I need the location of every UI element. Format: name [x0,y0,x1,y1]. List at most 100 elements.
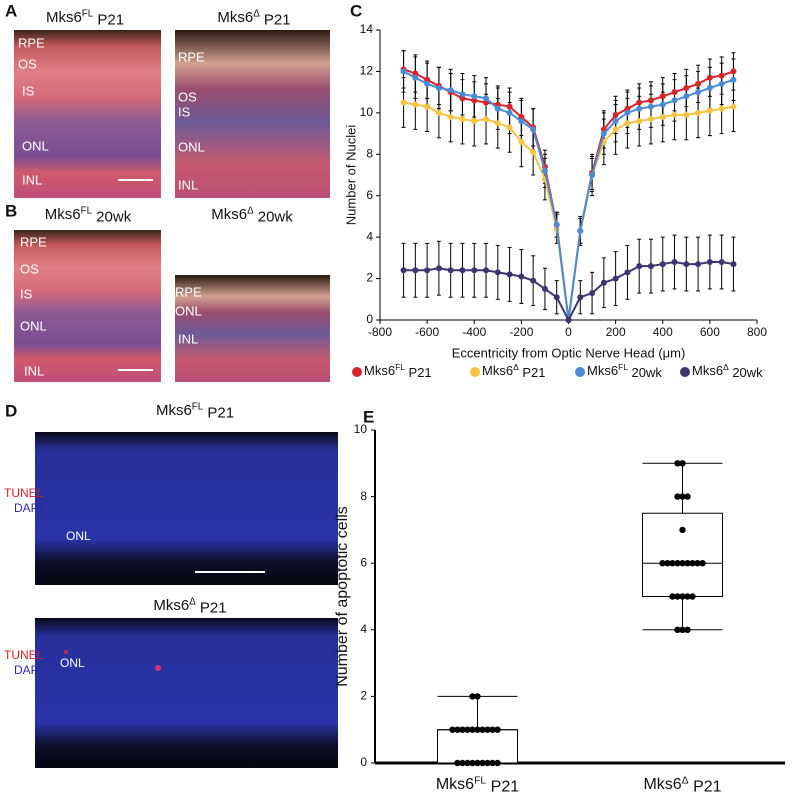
data-point [695,261,702,268]
y-tick-label: 12 [360,64,374,78]
tunel-signal [64,650,68,654]
micrograph [35,432,338,585]
data-point [506,271,513,278]
data-point [589,290,596,297]
y-tick-label: 10 [354,422,368,436]
micrograph [35,618,338,768]
data-point [565,317,572,323]
x-tick-label: 0 [565,325,572,339]
layer-label: ONL [178,139,205,154]
data-point [659,93,666,100]
data-point [464,726,471,733]
image-title: Mks6FL P21 [46,8,124,28]
data-point [718,259,725,265]
y-tick-label: 6 [360,555,367,569]
data-point [464,759,471,767]
layer-label: RPE [20,234,47,249]
data-point [469,726,476,733]
data-point [612,118,619,125]
data-point [730,68,737,75]
data-point [636,105,643,112]
micrograph [14,30,161,198]
data-point [412,70,419,77]
data-point [506,109,513,116]
data-point [671,89,678,96]
data-point [424,267,431,274]
data-point [695,89,702,96]
layer-label: ONL [66,529,91,543]
data-point [683,261,690,268]
layer-label: INL [22,172,42,187]
data-point [730,76,737,83]
x-tick-label: 600 [700,325,720,339]
data-point [674,460,681,467]
data-point [435,109,442,116]
data-point [674,626,681,633]
layer-label: TUNEL [4,486,44,500]
data-point [494,759,501,767]
data-point [479,726,486,733]
x-tick-label: -200 [509,325,533,339]
data-point [684,493,691,500]
data-point [600,279,607,286]
data-point [684,593,691,600]
data-point [679,460,686,467]
data-point [636,99,643,106]
image-title: Mks6FL P21 [156,401,234,421]
data-point [530,126,537,133]
x-tick-label: 400 [653,325,673,339]
data-point [683,93,690,100]
data-point [577,294,584,301]
data-point [718,80,725,87]
y-tick-label: 4 [360,622,367,636]
y-axis-title: Number of apoptotic cells [334,506,351,687]
y-tick-label: 10 [360,105,374,119]
data-point [484,759,491,767]
layer-label: RPE [178,49,205,64]
data-point [684,626,691,633]
data-point [659,101,666,108]
data-point [400,99,407,106]
layer-label: ONL [175,303,202,318]
legend-marker [352,367,362,377]
series-line [403,70,734,321]
data-point [518,273,525,280]
data-point [412,74,419,81]
data-point [624,120,631,127]
x-tick-label: Mks6FL P21 [436,775,519,794]
data-point [412,267,419,274]
data-point [624,269,631,276]
data-point [400,267,407,274]
box [437,729,518,764]
data-point [424,80,431,87]
y-tick-label: 2 [366,271,373,285]
data-point [479,759,486,767]
data-point [669,593,676,600]
x-tick-label: 200 [606,325,626,339]
layer-label: TUNEL [4,648,44,662]
data-point [518,114,525,120]
data-point [674,593,681,600]
image-title: Mks6Δ 20wk [211,205,293,225]
data-point [679,626,686,633]
data-point [553,294,560,301]
data-point [449,726,456,733]
data-point [483,267,490,274]
layer-label: INL [178,177,198,192]
data-point [471,267,478,274]
data-point [471,97,478,104]
data-point [695,109,702,116]
y-tick-label: 0 [360,755,367,769]
line-chart: 0 2 4 6 8 10 12 14 -800 -600 -400 -200 0 200 400 600 800… [343,22,767,380]
data-point [489,759,496,767]
legend-marker [575,367,585,377]
data-point [459,267,466,274]
data-point [553,221,560,228]
layer-label: INL [24,363,44,378]
data-point [447,87,454,94]
x-axis-title: Eccentricity from Optic Nerve Head (μm) [452,345,686,360]
layer-label: DAPI [14,663,42,677]
y-tick-label: 8 [360,489,367,503]
data-point [689,560,696,567]
